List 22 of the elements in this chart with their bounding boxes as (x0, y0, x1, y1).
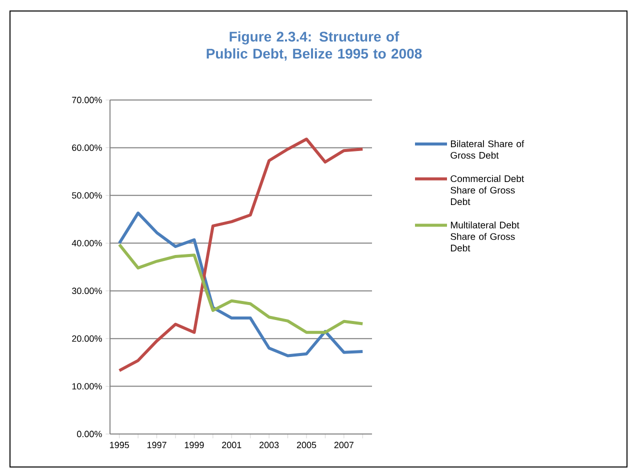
legend-label: Bilateral Share of Gross Debt (450, 140, 524, 159)
y-tick-label: 60.00% (72, 144, 102, 151)
x-tick-label: 2005 (296, 442, 316, 448)
y-tick-label: 50.00% (72, 192, 102, 199)
legend-label: Multilateral Debt Share of Gross Debt (450, 221, 520, 252)
y-tick-label: 20.00% (72, 335, 102, 342)
line-series (118, 138, 364, 372)
line-series (118, 243, 364, 334)
x-tick-label: 2007 (334, 442, 354, 448)
y-tick-label: 10.00% (72, 383, 102, 390)
y-tick-label: 70.00% (72, 96, 102, 104)
y-tick-label: 30.00% (72, 288, 102, 294)
chart-title: Figure 2.3.4: Structure of Public Debt, Belize 1995 to 2008 (206, 31, 422, 61)
y-tick-label: 0.00% (77, 430, 102, 438)
x-tick-label: 1997 (147, 442, 166, 448)
line-series (118, 212, 364, 358)
x-tick-label: 1999 (184, 442, 204, 448)
legend-label: Commercial Debt Share of Gross Debt (450, 175, 524, 206)
x-tick-label: 2003 (260, 442, 279, 448)
x-tick-label: 1995 (110, 442, 129, 448)
x-tick-label: 2001 (222, 442, 242, 448)
y-tick-label: 40.00% (72, 240, 102, 246)
